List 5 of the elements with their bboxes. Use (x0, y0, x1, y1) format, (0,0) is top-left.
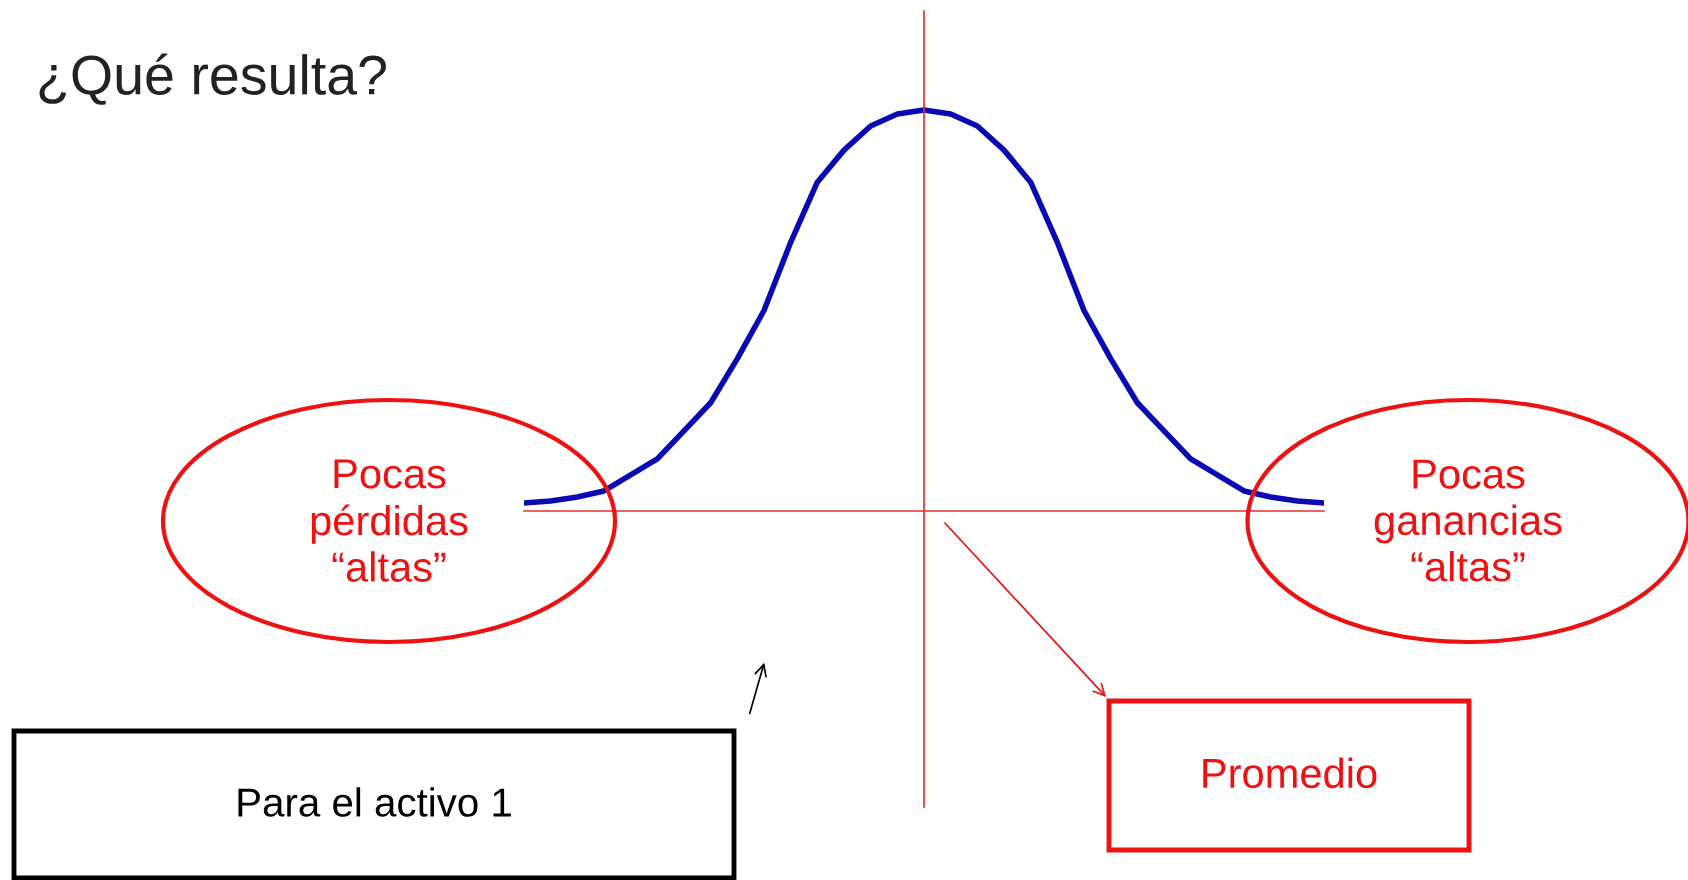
text: Pocas ganancias “altas” (1374, 459, 1562, 582)
chart-title: ¿Qué resulta? (39, 53, 386, 105)
text: Pocas pérdidas “altas” (311, 459, 468, 582)
text: Promedio (1203, 757, 1377, 789)
text: Para el activo 1 (238, 787, 511, 817)
